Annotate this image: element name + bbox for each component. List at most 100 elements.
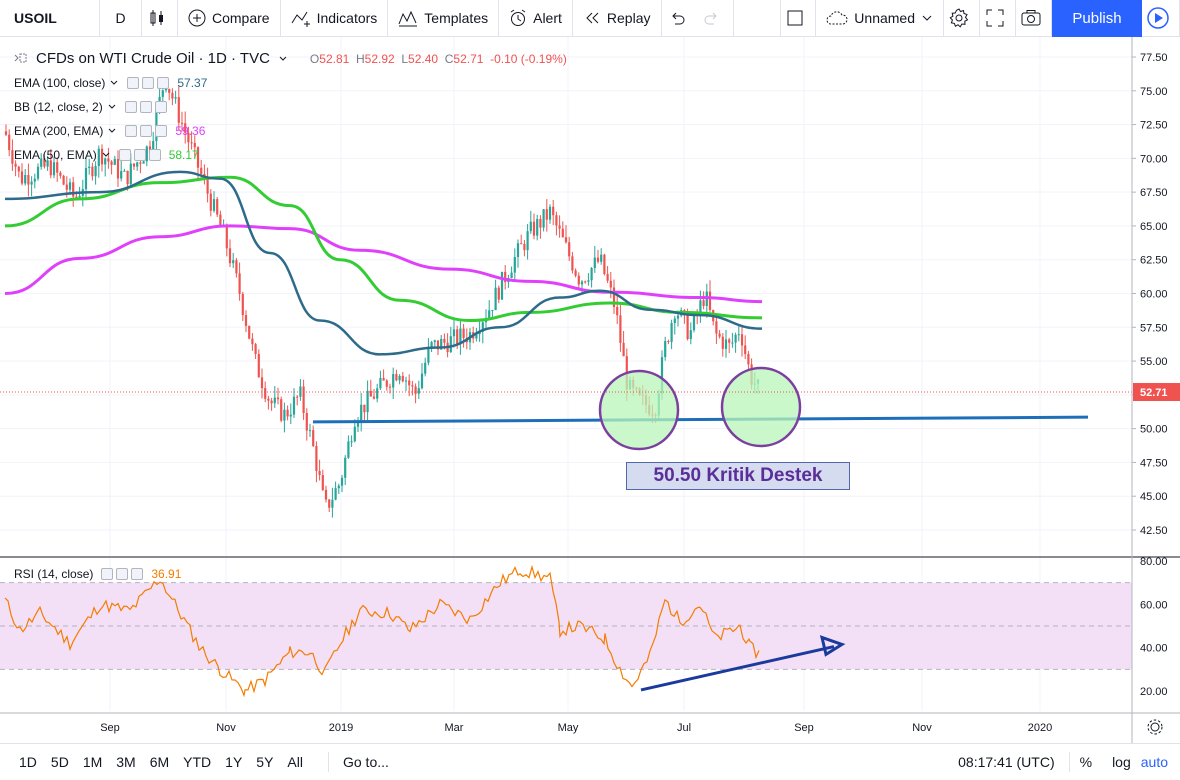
templates-icon bbox=[398, 10, 418, 27]
settings-button[interactable] bbox=[944, 0, 980, 37]
gear-icon[interactable] bbox=[140, 125, 153, 137]
eye-icon[interactable] bbox=[125, 125, 138, 137]
indicator-label[interactable]: EMA (100, close) bbox=[14, 76, 106, 90]
range-button[interactable]: 1D bbox=[19, 754, 37, 770]
candle-body bbox=[59, 172, 62, 176]
chart-area[interactable]: 77.50 75.00 72.50 70.00 67.50 65.00 62.50 60.00… bbox=[0, 37, 1180, 743]
close-icon[interactable] bbox=[131, 568, 144, 580]
indicator-controls[interactable] bbox=[125, 125, 168, 137]
replay-label: Replay bbox=[606, 10, 651, 26]
time-axis[interactable]: Sep Nov 2019 Mar May Jul Sep Nov 2020 bbox=[100, 722, 1052, 734]
indicator-row[interactable]: EMA (100, close) 57.37 bbox=[14, 71, 567, 95]
rsi-axis[interactable]: 80.00 60.00 40.00 20.00 bbox=[1140, 556, 1168, 698]
compare-button[interactable]: Compare bbox=[178, 0, 281, 37]
support-annotation[interactable]: 50.50 Kritik Destek bbox=[626, 462, 850, 490]
range-button[interactable]: 6M bbox=[149, 754, 170, 770]
price-axis[interactable]: 77.50 75.00 72.50 70.00 67.50 65.00 62.50 60.00… bbox=[1132, 52, 1168, 537]
symbol-search[interactable]: USOIL bbox=[0, 0, 100, 37]
layout-name-button[interactable]: Unnamed bbox=[816, 0, 944, 37]
close-icon[interactable] bbox=[155, 125, 168, 137]
indicator-row[interactable]: EMA (200, EMA) 59.36 bbox=[14, 119, 567, 143]
support-trendline[interactable] bbox=[312, 415, 1089, 424]
range-button[interactable]: 5Y bbox=[256, 754, 274, 770]
rsi-label[interactable]: RSI (14, close) bbox=[14, 567, 94, 581]
eye-icon[interactable] bbox=[118, 149, 131, 161]
rsi-controls[interactable] bbox=[101, 568, 144, 580]
last-price-tag-bg bbox=[1133, 383, 1180, 402]
candles-style-button[interactable] bbox=[142, 0, 178, 37]
indicators-button[interactable]: Indicators bbox=[281, 0, 389, 37]
eye-icon[interactable] bbox=[101, 568, 114, 580]
close-icon[interactable] bbox=[148, 149, 161, 161]
candle-body bbox=[574, 270, 577, 276]
eye-icon[interactable] bbox=[124, 101, 137, 113]
close-icon[interactable] bbox=[157, 77, 170, 89]
range-button[interactable]: 3M bbox=[116, 754, 136, 770]
percent-toggle[interactable]: % bbox=[1079, 754, 1093, 770]
redo-button[interactable] bbox=[698, 0, 734, 37]
log-toggle[interactable]: log bbox=[1112, 754, 1131, 770]
range-button[interactable]: 5D bbox=[50, 754, 69, 770]
templates-button[interactable]: Templates bbox=[388, 0, 500, 37]
gear-icon[interactable] bbox=[133, 149, 146, 161]
alert-button[interactable]: Alert bbox=[499, 0, 573, 37]
chevron-down-icon[interactable] bbox=[109, 78, 119, 88]
close-icon[interactable] bbox=[154, 101, 167, 113]
range-button[interactable]: All bbox=[287, 754, 303, 770]
indicator-label[interactable]: EMA (200, EMA) bbox=[14, 124, 104, 138]
range-button[interactable]: 1M bbox=[82, 754, 103, 770]
snapshot-button[interactable] bbox=[1016, 0, 1052, 37]
play-button[interactable] bbox=[1142, 0, 1180, 37]
select-layout-button[interactable] bbox=[780, 0, 817, 37]
chevron-down-icon[interactable] bbox=[101, 150, 111, 160]
fullscreen-toggle[interactable] bbox=[980, 0, 1016, 37]
gear-icon[interactable] bbox=[142, 77, 155, 89]
undo-button[interactable] bbox=[662, 0, 698, 37]
indicator-label[interactable]: EMA (50, EMA) bbox=[14, 148, 97, 162]
candle-body bbox=[440, 338, 443, 350]
chevron-down-icon[interactable] bbox=[107, 126, 117, 136]
candle-body bbox=[427, 346, 430, 363]
candle-body bbox=[443, 338, 446, 343]
axis-settings-button[interactable] bbox=[1147, 719, 1163, 735]
auto-toggle[interactable]: auto bbox=[1140, 754, 1168, 770]
range-buttons: 1D 5D 1M 3M 6M YTD 1Y 5Y All bbox=[0, 754, 310, 770]
indicator-label[interactable]: BB (12, close, 2) bbox=[14, 100, 103, 114]
range-button[interactable]: YTD bbox=[183, 754, 212, 770]
collapse-arrows-icon[interactable] bbox=[14, 52, 28, 66]
candle-body bbox=[728, 339, 731, 343]
gear-icon[interactable] bbox=[116, 568, 129, 580]
indicator-row[interactable]: EMA (50, EMA) 58.17 bbox=[14, 143, 567, 167]
indicator-row[interactable]: BB (12, close, 2) bbox=[14, 95, 567, 119]
replay-button[interactable]: Replay bbox=[573, 0, 662, 37]
chevron-down-icon[interactable] bbox=[278, 54, 288, 64]
interval-button[interactable]: D bbox=[100, 0, 142, 37]
eye-icon[interactable] bbox=[127, 77, 140, 89]
indicator-controls[interactable] bbox=[127, 77, 170, 89]
candle-body bbox=[491, 310, 494, 312]
rewind-icon bbox=[586, 12, 599, 24]
candle-body bbox=[612, 287, 616, 308]
chart-canvas[interactable]: 77.50 75.00 72.50 70.00 67.50 65.00 62.50 60.00… bbox=[0, 37, 1180, 743]
indicator-controls[interactable] bbox=[118, 149, 161, 161]
symbol-title[interactable]: CFDs on WTI Crude Oil · 1D · TVC bbox=[36, 50, 270, 67]
candle-body bbox=[564, 237, 568, 243]
range-button[interactable]: 1Y bbox=[225, 754, 243, 770]
goto-button[interactable]: Go to... bbox=[327, 752, 389, 772]
rsi-trend-arrow[interactable] bbox=[640, 645, 835, 692]
gear-icon[interactable] bbox=[139, 101, 152, 113]
gear-icon bbox=[1150, 722, 1160, 732]
chevron-down-icon[interactable] bbox=[107, 102, 117, 112]
undo-icon bbox=[671, 12, 684, 25]
candle-body bbox=[411, 385, 414, 387]
square-icon bbox=[787, 10, 803, 26]
candle-body bbox=[616, 307, 619, 316]
support-circles[interactable] bbox=[598, 366, 802, 451]
plus-circle-icon bbox=[188, 9, 206, 27]
candle-body bbox=[513, 256, 516, 273]
candle-body bbox=[401, 375, 404, 382]
clock[interactable]: 08:17:41 (UTC) bbox=[958, 752, 1070, 772]
publish-button[interactable]: Publish bbox=[1052, 0, 1142, 37]
indicator-controls[interactable] bbox=[124, 101, 167, 113]
candle-body bbox=[676, 315, 680, 319]
